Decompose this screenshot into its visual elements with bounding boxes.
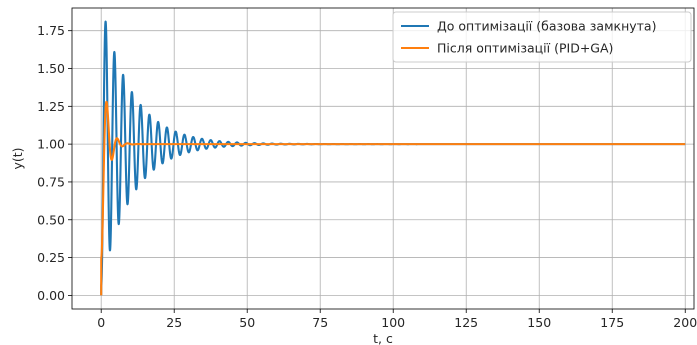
y-tick-label: 1.75 xyxy=(37,23,65,38)
y-tick-label: 1.25 xyxy=(37,99,65,114)
y-tick-label: 0.25 xyxy=(37,250,65,265)
legend: До оптимізації (базова замкнута) Після о… xyxy=(392,11,692,63)
y-tick-label: 0.50 xyxy=(37,212,65,227)
legend-label-before: До оптимізації (базова замкнута) xyxy=(437,19,656,34)
y-axis-label: y(t) xyxy=(10,147,25,169)
y-tick-label: 0.75 xyxy=(37,174,65,189)
x-tick-label: 200 xyxy=(673,315,697,330)
y-tick-label: 1.50 xyxy=(37,61,65,76)
x-tick-label: 125 xyxy=(454,315,478,330)
x-tick-label: 150 xyxy=(527,315,551,330)
series-line-1 xyxy=(100,100,687,296)
y-axis-ticks: 0.00 0.25 0.50 0.75 1.00 1.25 1.50 1.75 xyxy=(37,23,72,303)
x-axis-ticks: 0 25 50 75 100 125 150 175 200 xyxy=(97,309,697,330)
x-tick-label: 50 xyxy=(239,315,255,330)
y-tick-label: 1.00 xyxy=(37,137,65,152)
legend-label-after: Після оптимізації (PID+GA) xyxy=(437,41,613,56)
x-tick-label: 175 xyxy=(600,315,624,330)
plot-frame xyxy=(71,7,695,310)
x-tick-label: 100 xyxy=(381,315,405,330)
x-tick-label: 25 xyxy=(166,315,182,330)
x-axis-label: t, c xyxy=(373,331,393,345)
x-tick-label: 0 xyxy=(97,315,105,330)
x-tick-label: 75 xyxy=(312,315,328,330)
series-layer xyxy=(100,20,687,296)
y-tick-label: 0.00 xyxy=(37,288,65,303)
legend-box xyxy=(392,11,692,63)
